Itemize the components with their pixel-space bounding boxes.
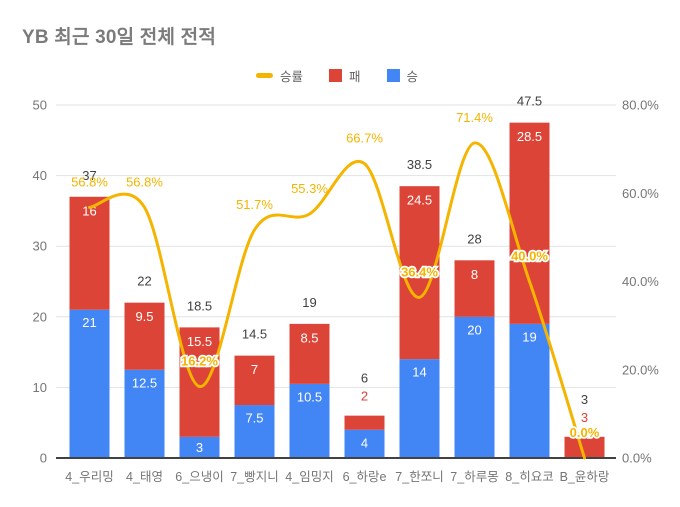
bar-win-segment[interactable] xyxy=(509,323,550,458)
winrate-value-label: 56.8% xyxy=(126,174,163,189)
category-label: 7_한쪼니 xyxy=(395,470,443,484)
winrate-value-label: 56.8% xyxy=(71,174,108,189)
winrate-value-label: 16.2% xyxy=(181,354,218,369)
bar-loss-segment[interactable] xyxy=(289,323,330,384)
winrate-value-label: 66.7% xyxy=(346,131,383,146)
bar-win-segment[interactable] xyxy=(124,369,165,458)
bar-total-label: 18.5 xyxy=(187,298,212,313)
loss-value-label: 8 xyxy=(471,267,478,282)
left-axis-tick-label: 20 xyxy=(33,309,47,324)
category-label: 7_빵지니 xyxy=(230,470,278,484)
winrate-value-label: 55.3% xyxy=(291,181,328,196)
bar-total-label: 22 xyxy=(137,274,151,289)
bar-loss-segment[interactable] xyxy=(69,196,110,310)
right-axis-tick-label: 60.0% xyxy=(622,186,659,201)
win-value-label: 7.5 xyxy=(245,411,263,426)
right-axis-tick-label: 20.0% xyxy=(622,362,659,377)
win-value-label: 4 xyxy=(361,435,368,450)
chart-title: YB 최근 30일 전체 전적 xyxy=(22,27,217,48)
bar-loss-segment[interactable] xyxy=(454,260,495,317)
left-axis-tick-label: 0 xyxy=(40,451,47,466)
winrate-line-swatch xyxy=(255,73,273,78)
bar-win-segment[interactable] xyxy=(179,436,220,458)
winrate-value-label: 51.7% xyxy=(236,197,273,212)
legend-item-winrate[interactable]: 승률 xyxy=(255,66,303,85)
win-value-label: 20 xyxy=(467,322,481,337)
left-axis-tick-label: 10 xyxy=(33,380,47,395)
bar-total-label: 37 xyxy=(82,168,96,183)
legend-item-win[interactable]: 승 xyxy=(386,66,419,85)
win-value-label: 19 xyxy=(522,329,536,344)
category-label: 4_임밍지 xyxy=(285,470,333,484)
win-value-label: 14 xyxy=(412,365,426,380)
bar-win-segment[interactable] xyxy=(399,359,440,458)
bar-loss-segment[interactable] xyxy=(344,415,385,430)
winrate-value-label: 0.0% xyxy=(570,425,600,440)
legend-label-win: 승 xyxy=(406,70,419,84)
left-axis-tick-label: 30 xyxy=(33,239,47,254)
category-label: 7_하루몽 xyxy=(450,470,498,484)
bar-loss-segment[interactable] xyxy=(509,122,550,324)
right-axis-tick-label: 40.0% xyxy=(622,274,659,289)
loss-value-label: 3 xyxy=(581,410,588,425)
left-axis-tick-label: 40 xyxy=(33,168,47,183)
category-label: 6_으냉이 xyxy=(175,470,223,484)
winrate-value-label: 71.4% xyxy=(456,110,493,125)
category-label: 8_히요코 xyxy=(505,470,553,484)
legend-item-loss[interactable]: 패 xyxy=(328,66,361,85)
category-label: 6_하랑e xyxy=(343,470,387,484)
win-swatch xyxy=(386,69,400,82)
winrate-value-label: 36.4% xyxy=(401,264,438,279)
right-axis-tick-label: 0.0% xyxy=(622,451,652,466)
legend-label-winrate: 승률 xyxy=(279,70,303,84)
loss-value-label: 24.5 xyxy=(407,193,432,208)
bar-loss-segment[interactable] xyxy=(124,302,165,370)
legend: 승률 패 승 xyxy=(255,66,419,85)
bar-total-label: 28 xyxy=(467,231,481,246)
loss-value-label: 7 xyxy=(251,362,258,377)
bar-total-label: 47.5 xyxy=(517,94,542,109)
bar-loss-segment[interactable] xyxy=(234,355,275,406)
category-label: 4_태영 xyxy=(126,470,163,484)
bar-total-label: 14.5 xyxy=(242,327,267,342)
bar-win-segment[interactable] xyxy=(234,405,275,458)
loss-value-label: 9.5 xyxy=(135,309,153,324)
bar-loss-segment[interactable] xyxy=(179,327,220,437)
loss-swatch xyxy=(328,69,342,82)
bar-total-label: 6 xyxy=(361,371,368,386)
win-value-label: 21 xyxy=(82,315,96,330)
win-value-label: 10.5 xyxy=(297,389,322,404)
category-label: B_윤하랑 xyxy=(560,470,610,484)
loss-value-label: 15.5 xyxy=(187,334,212,349)
bar-win-segment[interactable] xyxy=(289,383,330,458)
bar-total-label: 38.5 xyxy=(407,157,432,172)
winrate-value-label: 40.0% xyxy=(511,249,548,264)
loss-value-label: 8.5 xyxy=(300,330,318,345)
winrate-line xyxy=(88,141,586,460)
bar-total-label: 3 xyxy=(581,392,588,407)
right-axis-tick-label: 80.0% xyxy=(622,98,659,113)
loss-value-label: 2 xyxy=(361,389,368,404)
win-value-label: 3 xyxy=(196,440,203,455)
bar-loss-segment[interactable] xyxy=(564,436,605,458)
legend-label-loss: 패 xyxy=(348,70,361,84)
bar-win-segment[interactable] xyxy=(69,309,110,458)
bar-win-segment[interactable] xyxy=(344,429,385,458)
loss-value-label: 28.5 xyxy=(517,129,542,144)
bar-win-segment[interactable] xyxy=(454,316,495,458)
category-label: 4_우리밍 xyxy=(65,470,113,484)
left-axis-tick-label: 50 xyxy=(33,98,47,113)
bar-total-label: 19 xyxy=(302,295,316,310)
win-value-label: 12.5 xyxy=(132,375,157,390)
